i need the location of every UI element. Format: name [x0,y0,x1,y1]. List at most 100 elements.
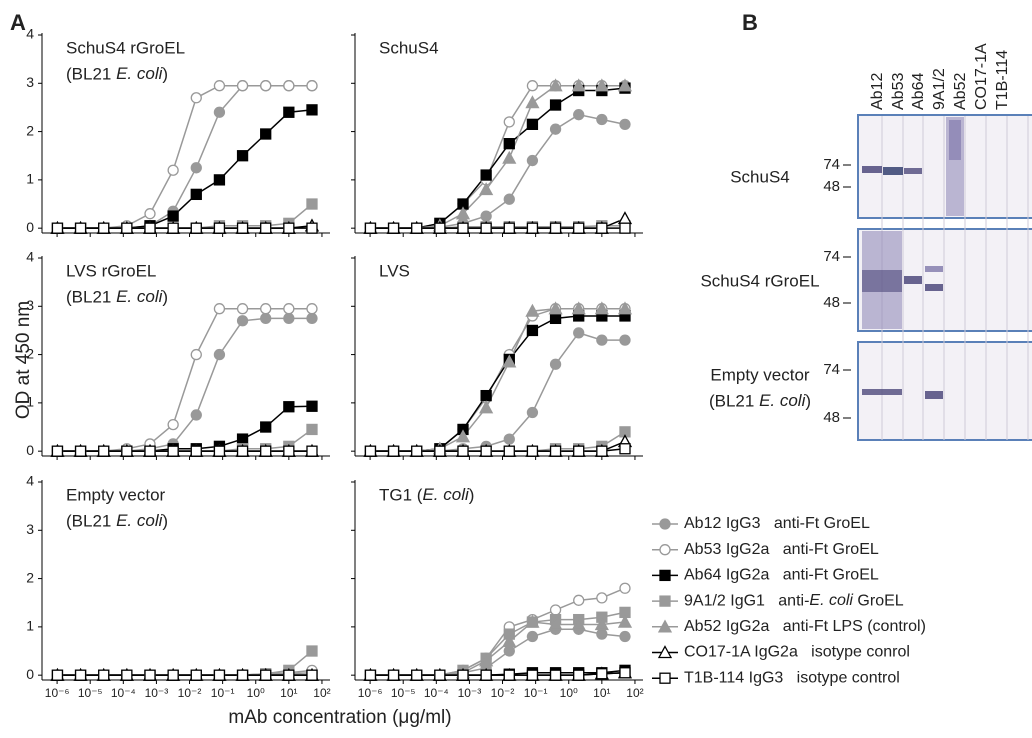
data-point [168,211,178,221]
data-point [597,593,607,603]
data-point [238,670,248,680]
data-point [597,115,607,125]
data-point [412,223,422,233]
data-point [76,446,86,456]
data-point [238,151,248,161]
x-tick-label: 10⁰ [560,686,578,700]
data-point [619,213,631,224]
y-tick-label: 3 [26,74,34,90]
lane-label: 9A1/2 [931,68,948,110]
data-point [307,199,317,209]
data-point [191,93,201,103]
data-point [191,189,201,199]
x-tick-label: 10⁻⁴ [424,686,449,700]
size-marker: 48 [823,294,840,311]
chart-title: SchuS4 rGroEL [66,38,185,57]
data-point [145,446,155,456]
data-point [620,335,630,345]
data-point [76,670,86,680]
data-point [551,124,561,134]
data-point [389,670,399,680]
data-point [191,163,201,173]
data-point [238,304,248,314]
data-point [307,223,317,233]
data-line [370,432,625,451]
y-tick-label: 2 [26,345,34,361]
data-point [214,81,224,91]
data-line [370,449,625,451]
data-point [307,670,317,680]
data-line [57,651,312,675]
data-point [261,422,271,432]
data-point [458,670,468,680]
data-point [76,223,86,233]
data-point [191,410,201,420]
data-point [284,402,294,412]
data-point [284,107,294,117]
data-point [214,670,224,680]
data-point [574,328,584,338]
chart-title: (BL21 E. coli) [66,64,168,83]
data-point [597,669,607,679]
data-point [168,165,178,175]
data-point [620,583,630,593]
size-marker: 48 [823,409,840,426]
data-point [551,446,561,456]
data-point [574,223,584,233]
data-point [527,446,537,456]
data-point [261,304,271,314]
data-point [551,223,561,233]
data-point [307,424,317,434]
chart-title: SchuS4 [379,38,439,57]
data-point [551,100,561,110]
data-point [122,446,132,456]
data-point [191,223,201,233]
x-tick-label: 10⁻¹ [524,686,548,700]
data-point [52,446,62,456]
size-marker: 74 [823,361,840,378]
x-tick-label: 10⁻² [178,686,202,700]
legend-label: Ab53 IgG2a anti-Ft GroEL [684,541,879,558]
data-point [574,110,584,120]
data-line [370,309,625,451]
x-tick-label: 10² [626,686,643,700]
chart-title: LVS [379,261,410,280]
y-tick-label: 1 [26,171,34,187]
data-point [504,670,514,680]
data-point [481,223,491,233]
y-tick-label: 0 [26,442,34,458]
data-point [504,117,514,127]
data-point [307,105,317,115]
data-point [597,629,607,639]
data-point [99,670,109,680]
legend-label: Ab12 IgG3 anti-Ft GroEL [684,515,870,532]
lane-label: Ab12 [869,73,886,110]
data-point [52,223,62,233]
data-point [99,223,109,233]
size-marker: 48 [823,178,840,195]
data-line [370,622,625,675]
data-point [504,446,514,456]
data-line [57,318,312,451]
data-point [261,129,271,139]
data-point [620,632,630,642]
x-tick-label: 10⁻² [491,686,515,700]
data-point [481,670,491,680]
legend-label: T1B-114 IgG3 isotype control [684,669,900,686]
x-tick-label: 10⁻¹ [211,686,235,700]
data-point [551,313,561,323]
chart-title: LVS rGroEL [66,261,156,280]
data-point [284,81,294,91]
data-point [620,444,630,454]
data-point [551,605,561,615]
x-tick-label: 10⁻⁶ [45,686,70,700]
data-point [504,434,514,444]
data-point [261,313,271,323]
data-line [370,115,625,228]
data-point [412,670,422,680]
data-point [597,223,607,233]
data-point [526,97,538,108]
lane-label: Ab52 [952,73,969,110]
data-point [145,670,155,680]
x-tick-label: 10⁻³ [458,686,482,700]
